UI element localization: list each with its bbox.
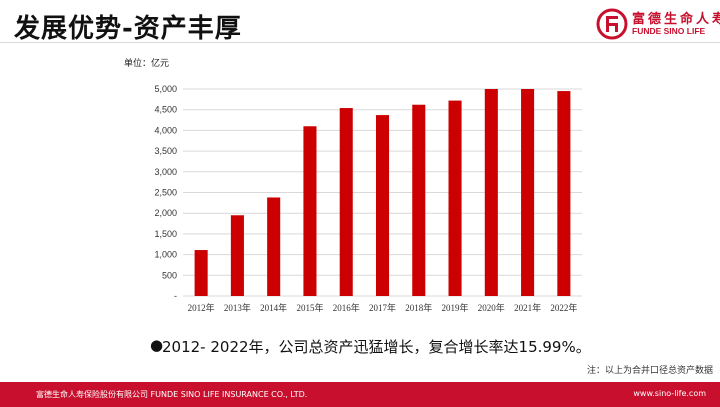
bar xyxy=(412,104,426,297)
x-tick-label: 2017年 xyxy=(369,302,396,313)
bar xyxy=(194,250,208,296)
logo-en-text: FUNDE SINO LIFE xyxy=(632,26,706,36)
x-tick-label: 2013年 xyxy=(224,302,251,313)
footer-url: www.sino-life.com xyxy=(633,389,706,398)
logo-cn-text: 富德生命人寿 xyxy=(632,12,720,27)
bar xyxy=(267,197,281,296)
y-tick-label: 2,500 xyxy=(154,188,177,198)
logo-emblem-icon xyxy=(596,8,628,40)
summary-text: 2012- 2022年，公司总资产迅猛增长，复合增长率达15.99%。 xyxy=(162,338,591,356)
bar xyxy=(339,108,353,296)
bar-chart: - 500 1,000 1,500 2,000 2,500 3,000 3,500 4,000 4… xyxy=(154,84,582,313)
bar xyxy=(375,115,390,296)
x-tick-label: 2019年 xyxy=(442,302,469,313)
footer-company: 富德生命人寿保险股份有限公司 FUNDE SINO LIFE INSURANCE… xyxy=(36,390,308,399)
x-tick-label: 2015年 xyxy=(296,302,323,313)
footer-bar: 富德生命人寿保险股份有限公司 FUNDE SINO LIFE INSURANCE… xyxy=(0,382,720,407)
company-logo: 富德生命人寿 FUNDE SINO LIFE xyxy=(596,8,720,40)
header-divider xyxy=(0,42,720,43)
x-tick-label: 2022年 xyxy=(550,302,577,313)
x-tick-label: 2020年 xyxy=(478,302,505,313)
y-tick-label: 1,000 xyxy=(154,250,177,260)
unit-label: 单位：亿元 xyxy=(124,59,170,69)
y-tick-label: 1,500 xyxy=(154,229,177,239)
y-tick-label: 4,500 xyxy=(154,105,177,115)
bar xyxy=(521,89,535,296)
bar xyxy=(557,91,571,296)
y-tick-label: - xyxy=(174,291,177,301)
y-tick-label: 5,000 xyxy=(154,84,177,94)
x-tick-label: 2018年 xyxy=(405,302,432,313)
footnote: 注：以上为合并口径总资产数据 xyxy=(587,366,714,376)
y-tick-label: 4,000 xyxy=(154,125,177,135)
y-tick-label: 500 xyxy=(162,270,177,280)
bullet-icon: ● xyxy=(150,336,164,354)
summary-note: ● 2012- 2022年，公司总资产迅猛增长，复合增长率达15.99%。 xyxy=(150,336,591,357)
x-tick-label: 2012年 xyxy=(188,302,215,313)
bar xyxy=(448,100,462,296)
x-tick-label: 2021年 xyxy=(514,302,541,313)
bar xyxy=(230,215,244,296)
y-tick-label: 3,500 xyxy=(154,146,177,156)
bar xyxy=(303,126,317,296)
x-tick-label: 2016年 xyxy=(333,302,360,313)
bar xyxy=(484,89,498,296)
y-tick-label: 3,000 xyxy=(154,167,177,177)
x-tick-label: 2014年 xyxy=(260,302,287,313)
page-title: 发展优势-资产丰厚 xyxy=(14,14,242,44)
y-tick-label: 2,000 xyxy=(154,208,177,218)
